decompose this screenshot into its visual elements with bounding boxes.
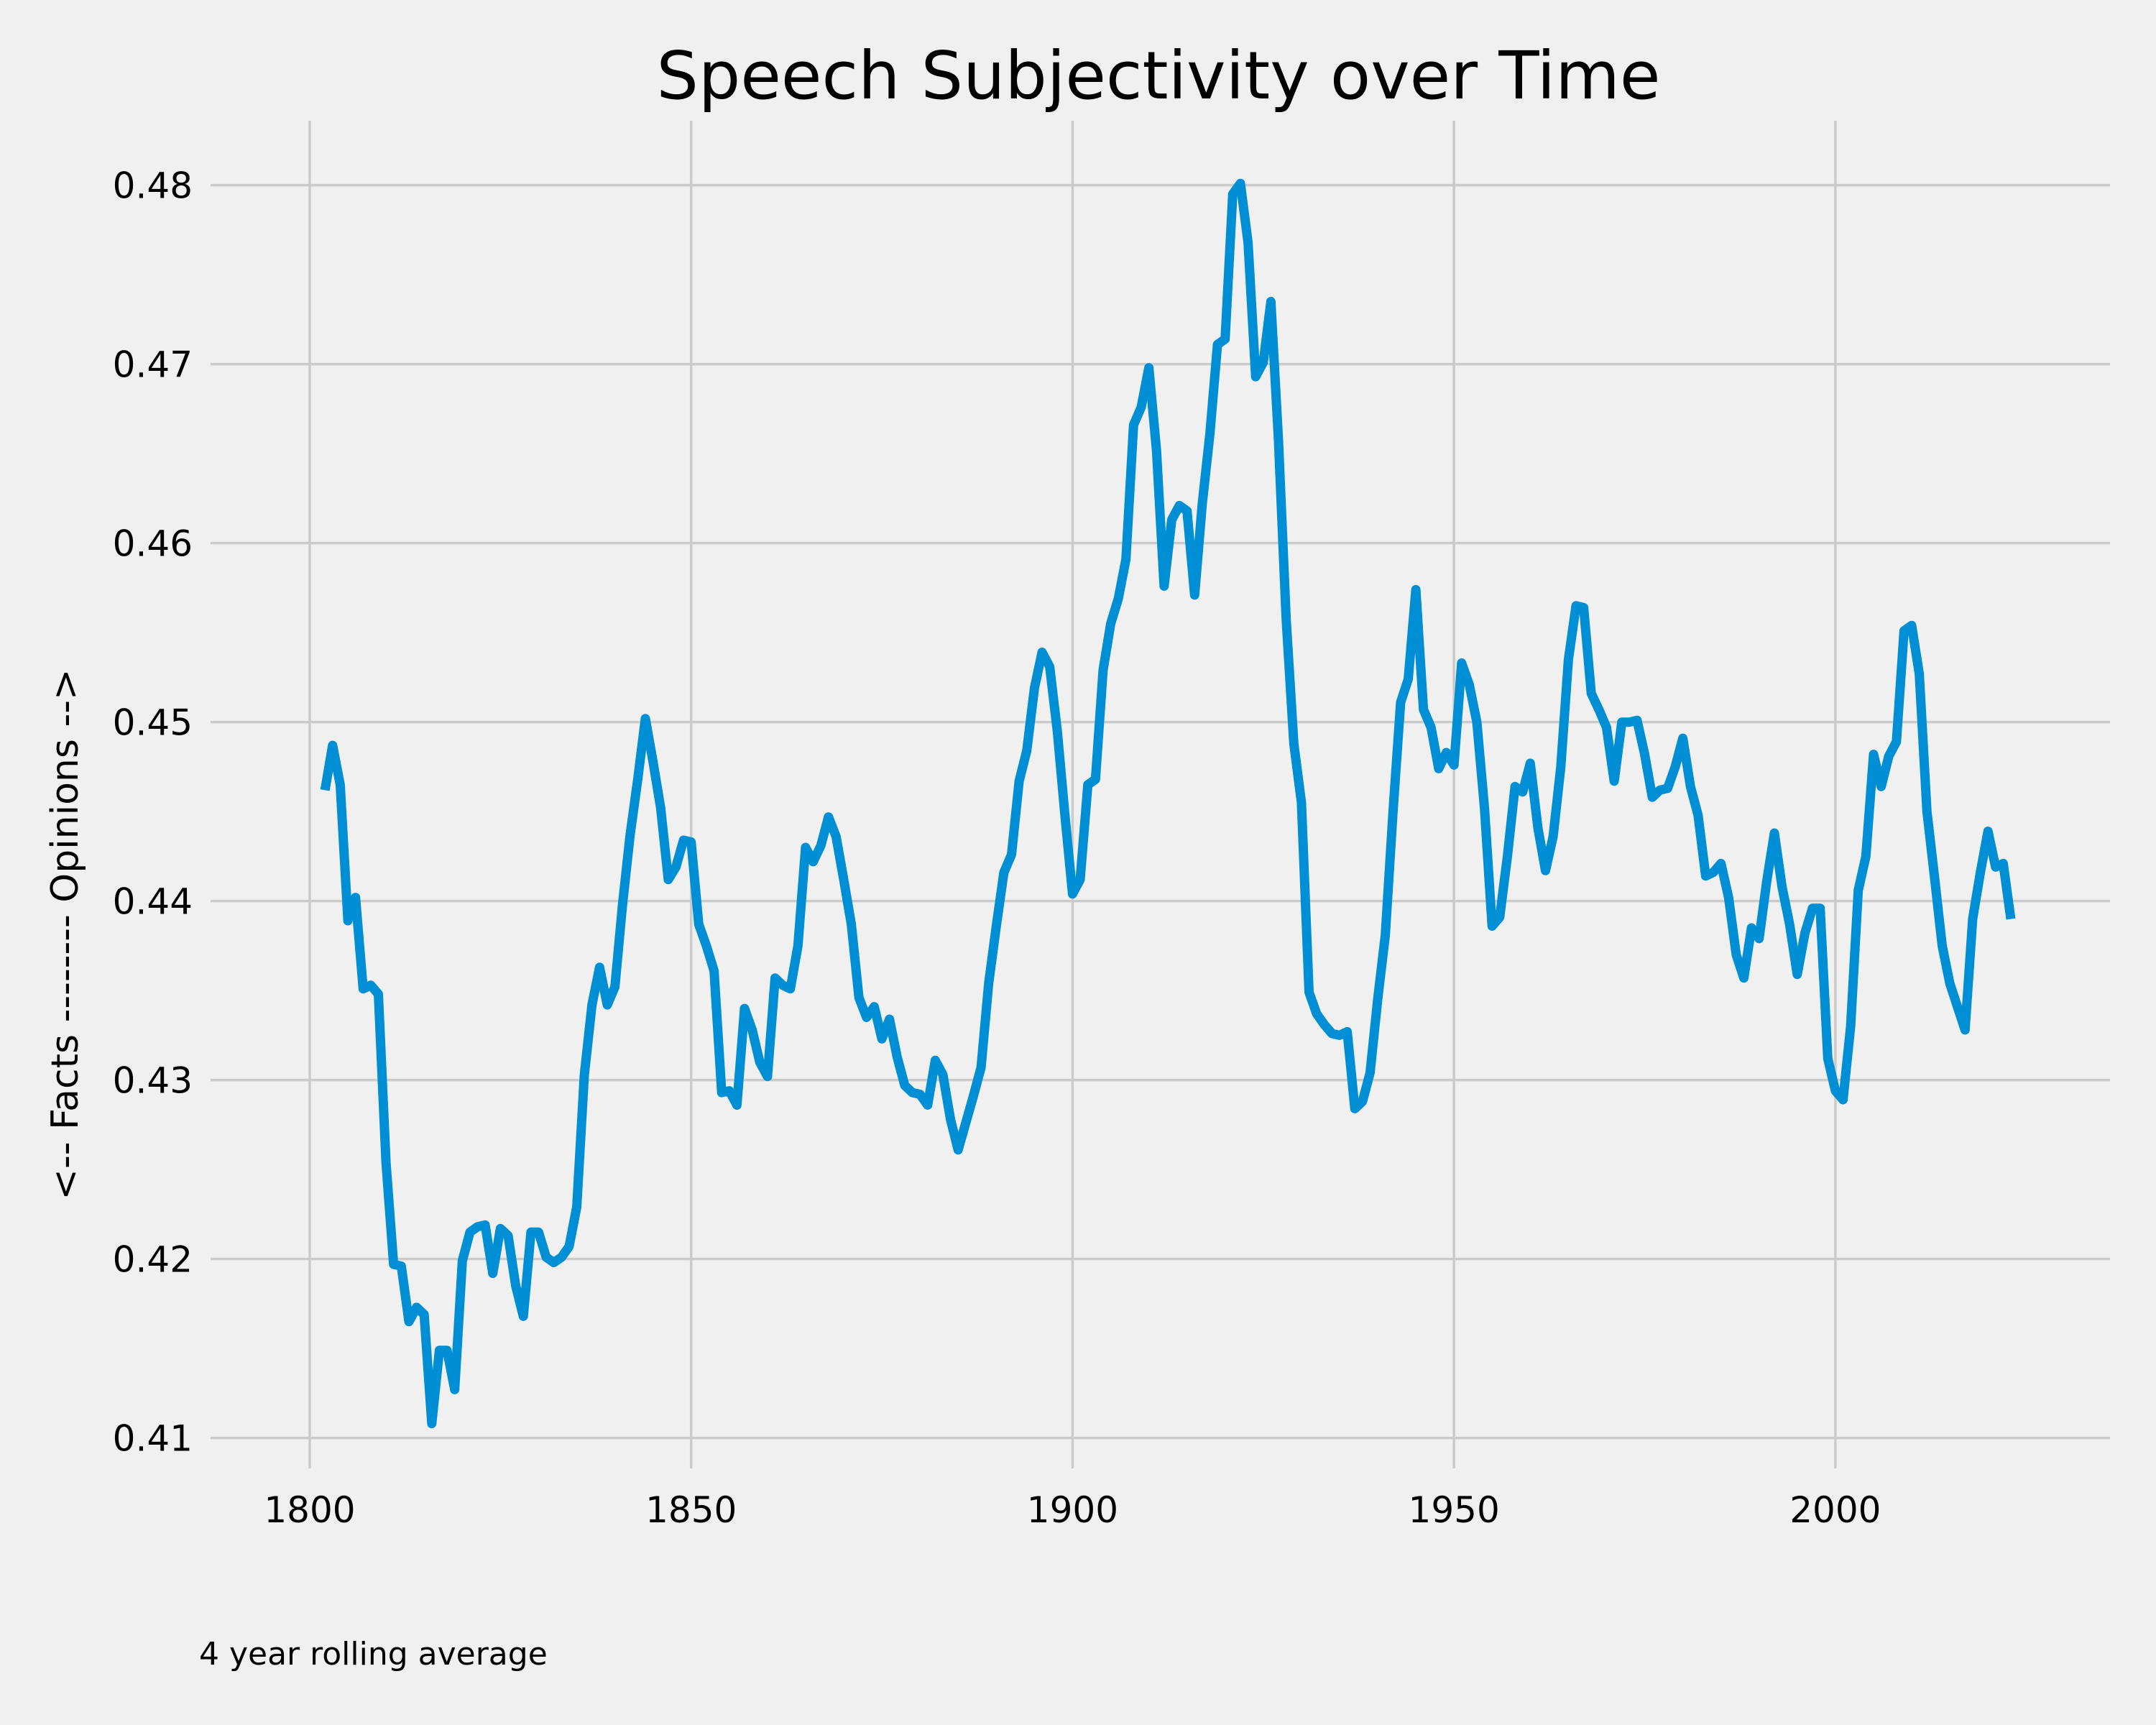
series-lines — [320, 178, 2016, 1429]
x-tick-label: 1800 — [264, 1489, 355, 1531]
y-tick-label: 0.41 — [113, 1418, 193, 1460]
rolling-average-note: 4 year rolling average — [199, 1636, 548, 1673]
x-axis-ticks: 1800 1850 1900 1950 2000 — [264, 1489, 1881, 1531]
x-tick-label: 1850 — [645, 1489, 737, 1531]
y-tick-label: 0.46 — [113, 523, 193, 565]
chart-title: Speech Subjectivity over Time — [657, 37, 1661, 114]
y-tick-label: 0.45 — [113, 702, 193, 744]
x-tick-label: 1900 — [1027, 1489, 1118, 1531]
y-tick-label: 0.43 — [113, 1060, 193, 1102]
y-tick-label: 0.48 — [113, 165, 193, 207]
x-tick-label: 2000 — [1789, 1489, 1881, 1531]
y-tick-label: 0.42 — [113, 1239, 193, 1281]
x-tick-label: 1950 — [1409, 1489, 1500, 1531]
y-axis-label: <-- Facts -------- Opinions --> — [44, 668, 87, 1200]
y-tick-label: 0.44 — [113, 881, 193, 923]
vertical-gridlines — [308, 121, 1837, 1468]
subjectivity-series-line — [320, 178, 2016, 1429]
y-tick-label: 0.47 — [113, 344, 193, 386]
y-axis-ticks: 0.41 0.42 0.43 0.44 0.45 0.46 0.47 0.48 — [113, 165, 193, 1460]
